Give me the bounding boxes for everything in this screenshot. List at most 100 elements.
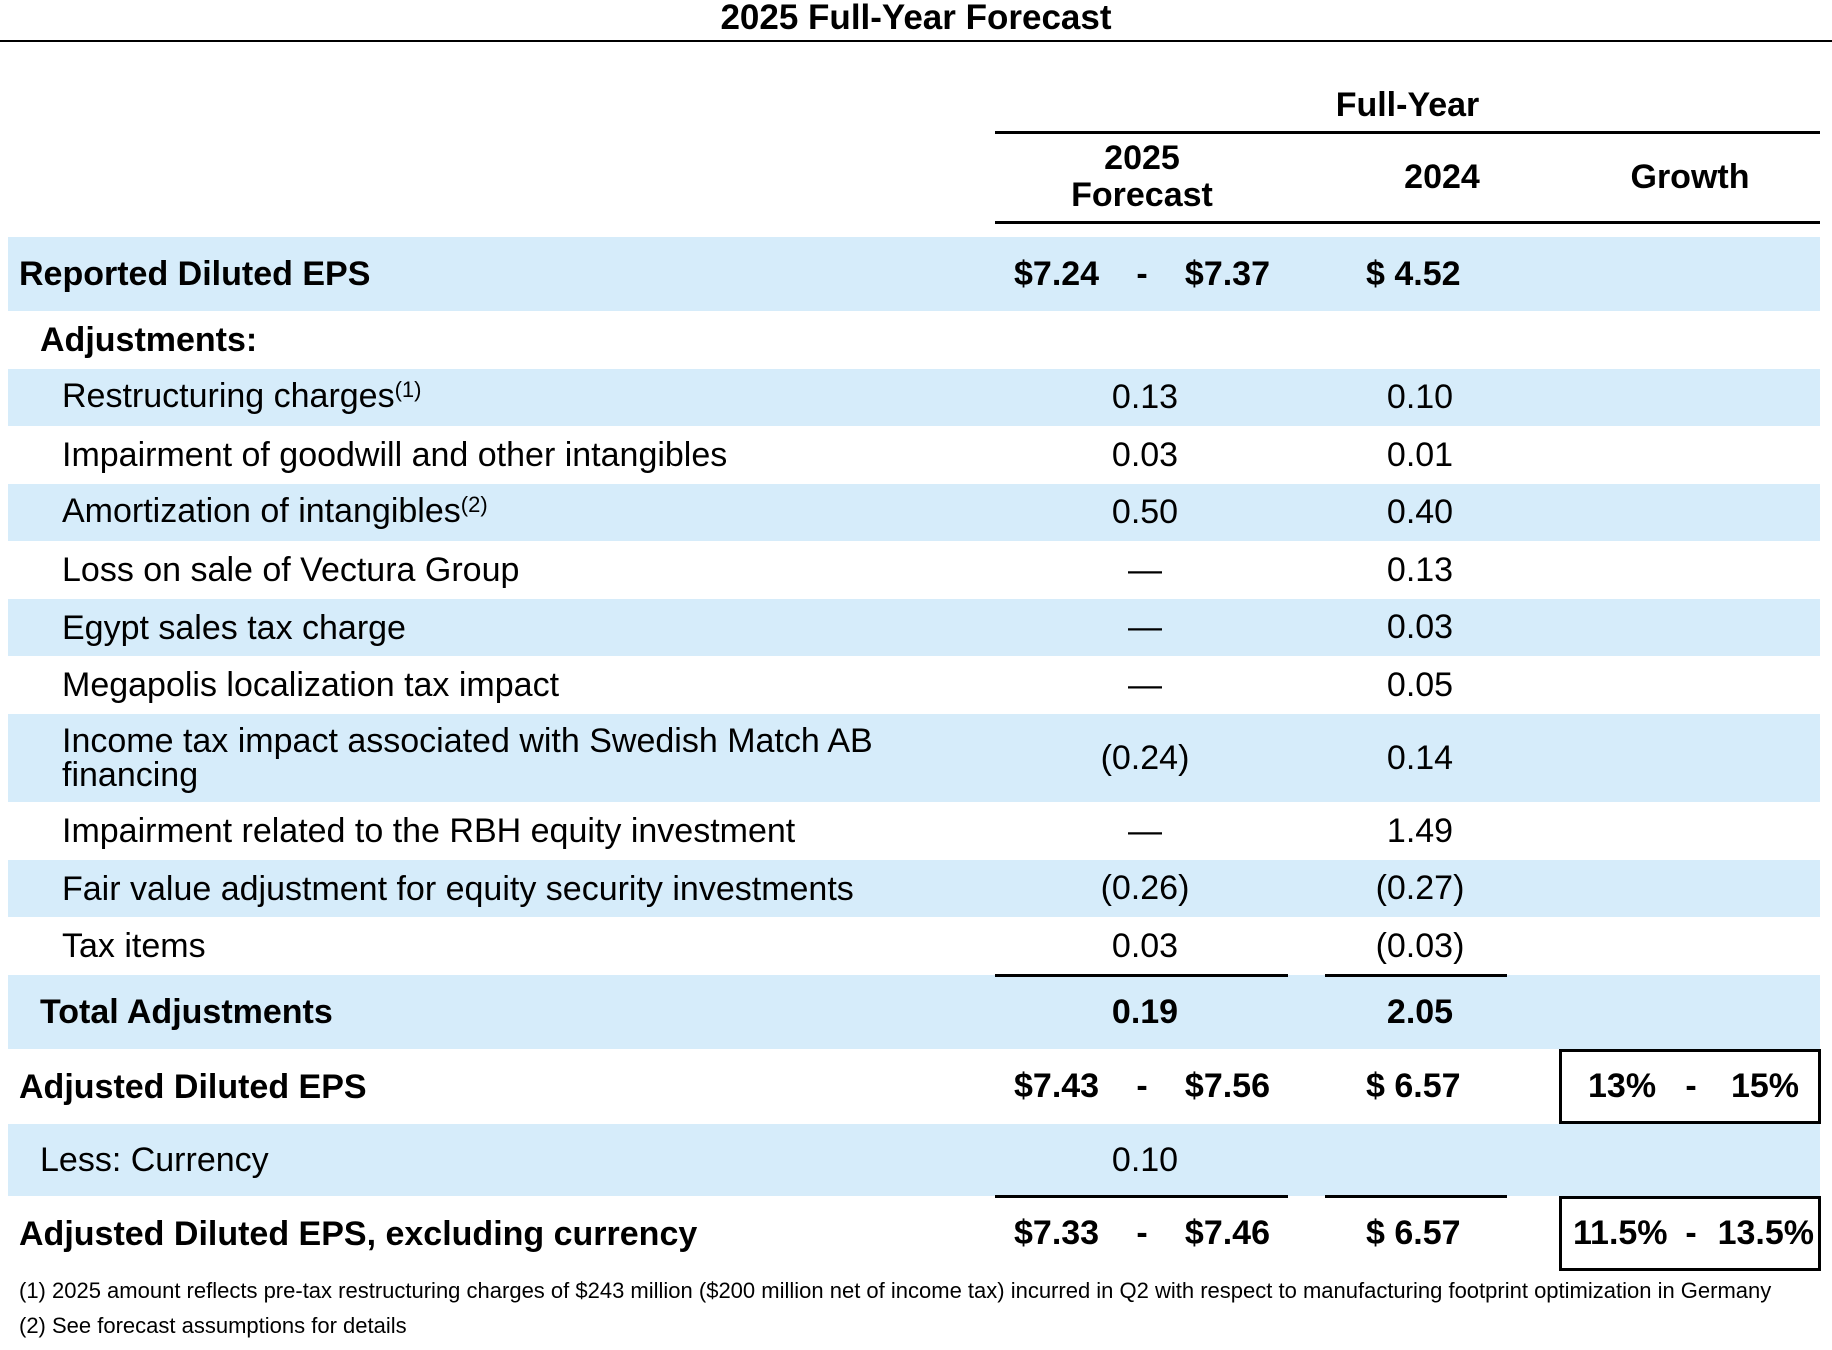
value-2024: 0.14: [1386, 738, 1454, 777]
forecast-value: —: [1128, 665, 1162, 704]
row-label: Tax items: [62, 917, 962, 975]
row-band: [8, 369, 1820, 426]
range-sep: -: [1685, 1067, 1697, 1105]
range-sep: -: [1685, 1214, 1697, 1252]
row-label: Amortization of intangibles(2): [62, 484, 962, 551]
footnote: (2) See forecast assumptions for details: [19, 1313, 407, 1338]
label-text: Reported Diluted EPS: [19, 255, 371, 293]
row-band: [8, 1124, 1820, 1196]
column-header: 2024: [1404, 158, 1480, 196]
forecast-value: —: [1128, 550, 1162, 589]
row-label: Adjustments:: [40, 311, 940, 369]
label-text: Impairment related to the RBH equity inv…: [62, 812, 796, 850]
value-2024: $ 6.57: [1366, 1214, 1461, 1252]
row-label: Income tax impact associated with Swedis…: [62, 714, 962, 802]
row-band: [8, 237, 1820, 311]
forecast-value: 0.19: [1111, 992, 1179, 1031]
value-2024: 0.40: [1386, 493, 1454, 531]
row-band: [8, 714, 1820, 802]
range-high: 13.5%: [1717, 1214, 1814, 1252]
range-low: 13%: [1588, 1067, 1657, 1105]
value-2024: 1.49: [1386, 811, 1454, 850]
column-header: 2025 Forecast: [1071, 139, 1213, 214]
value-2024: 2.05: [1386, 992, 1454, 1031]
row-label: Fair value adjustment for equity securit…: [62, 860, 962, 917]
rule: [995, 1195, 1288, 1198]
row-band: [8, 860, 1820, 917]
range-sep: -: [1136, 254, 1148, 293]
label-text: Total Adjustments: [40, 993, 333, 1031]
value-2024: 0.10: [1386, 378, 1454, 416]
row-label: Less: Currency: [40, 1124, 940, 1196]
rule: [1325, 1195, 1507, 1198]
footnote: (1) 2025 amount reflects pre-tax restruc…: [19, 1278, 1772, 1303]
forecast-value: (0.24): [1100, 738, 1190, 777]
rule: [995, 221, 1820, 224]
row-label: Adjusted Diluted EPS: [19, 1049, 919, 1124]
row-label: Loss on sale of Vectura Group: [62, 541, 962, 599]
label-text: Adjusted Diluted EPS, excluding currency: [19, 1214, 698, 1253]
label-text: Egypt sales tax charge: [62, 608, 406, 647]
value-2024: 0.05: [1386, 665, 1454, 704]
sup: (2): [460, 491, 488, 517]
row-label: Megapolis localization tax impact: [62, 656, 962, 714]
label-text: Less: Currency: [40, 1141, 269, 1179]
title: 2025 Full-Year Forecast: [720, 0, 1112, 37]
range-high: $7.37: [1184, 254, 1270, 293]
row-band: [8, 484, 1820, 541]
range-high: $7.56: [1184, 1067, 1270, 1105]
growth-box: [1559, 1196, 1821, 1271]
forecast-value: —: [1128, 608, 1162, 646]
label-text: Impairment of goodwill and other intangi…: [62, 436, 728, 474]
row-band: [8, 599, 1820, 656]
range-sep: -: [1136, 1214, 1148, 1252]
range-sep: -: [1136, 1067, 1148, 1105]
row-band: [8, 975, 1820, 1049]
rule: [1325, 974, 1507, 977]
value-2024: $ 6.57: [1366, 1067, 1461, 1105]
rule: [995, 974, 1288, 977]
row-label: Adjusted Diluted EPS, excluding currency: [19, 1196, 919, 1271]
rule: [0, 40, 1832, 42]
sup: (1): [394, 376, 422, 402]
label-text: Fair value adjustment for equity securit…: [62, 869, 854, 908]
row-label: Restructuring charges(1): [62, 369, 962, 436]
value-2024: (0.03): [1375, 926, 1465, 965]
value-2024: $ 4.52: [1366, 254, 1461, 293]
forecast-value: 0.10: [1111, 1140, 1179, 1179]
range-low: 11.5%: [1573, 1214, 1668, 1252]
value-2024: 0.13: [1386, 550, 1454, 589]
label-text: Tax items: [62, 927, 206, 965]
row-label: Total Adjustments: [40, 975, 940, 1049]
growth-box: [1559, 1049, 1821, 1124]
rule: [995, 131, 1820, 134]
label-text: Loss on sale of Vectura Group: [62, 551, 520, 589]
forecast-value: 0.13: [1111, 378, 1179, 416]
value-2024: 0.01: [1386, 435, 1454, 474]
value-2024: (0.27): [1375, 869, 1465, 907]
label-text: Megapolis localization tax impact: [62, 666, 560, 704]
row-label: Egypt sales tax charge: [62, 599, 962, 656]
value-2024: 0.03: [1386, 608, 1454, 646]
group-header: Full-Year: [1335, 86, 1480, 124]
forecast-value: 0.03: [1111, 926, 1179, 965]
forecast-value: (0.26): [1100, 869, 1190, 907]
range-high: 15%: [1730, 1067, 1799, 1105]
label-text: Restructuring charges: [62, 376, 395, 415]
range-high: $7.46: [1184, 1214, 1270, 1252]
row-label: Impairment related to the RBH equity inv…: [62, 802, 962, 860]
label-text: Adjustments:: [40, 321, 258, 359]
range-low: $7.33: [1014, 1214, 1100, 1252]
row-label: Reported Diluted EPS: [19, 237, 919, 311]
row-label: Impairment of goodwill and other intangi…: [62, 426, 962, 484]
forecast-value: —: [1128, 811, 1162, 850]
range-low: $7.43: [1014, 1067, 1100, 1105]
label-text: Amortization of intangibles: [62, 491, 461, 530]
forecast-value: 0.03: [1111, 435, 1179, 474]
column-header: Growth: [1630, 158, 1750, 196]
label-text: Adjusted Diluted EPS: [19, 1067, 367, 1106]
forecast-value: 0.50: [1111, 493, 1179, 531]
label-text: Income tax impact associated with Swedis…: [62, 722, 873, 794]
range-low: $7.24: [1014, 254, 1100, 293]
